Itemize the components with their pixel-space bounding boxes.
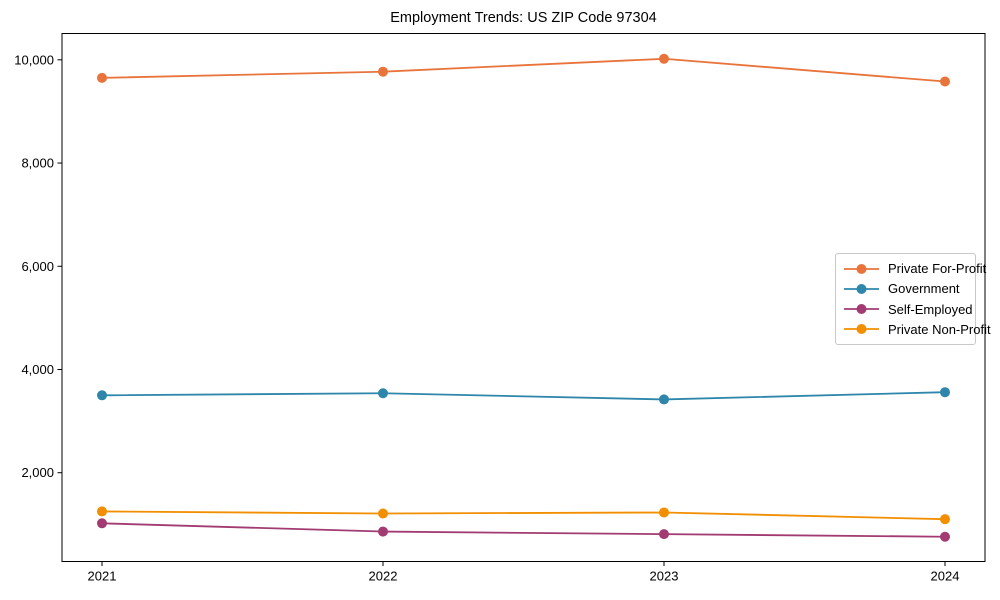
legend-label-private-non-profit: Private Non-Profit <box>888 321 991 337</box>
x-tick-label: 2022 <box>369 569 398 584</box>
data-point <box>378 526 388 537</box>
data-point <box>659 507 669 518</box>
y-tick-label: 4,000 <box>21 362 54 377</box>
x-tick-label: 2021 <box>88 569 117 584</box>
chart-title: Employment Trends: US ZIP Code 97304 <box>390 10 657 26</box>
legend-label-government: Government <box>888 281 960 297</box>
legend-label-self-employed: Self-Employed <box>888 301 973 317</box>
series-government <box>97 387 950 405</box>
data-point <box>97 72 107 83</box>
line-marker-icon <box>844 263 879 274</box>
data-point <box>97 518 107 529</box>
x-tick-label: 2024 <box>931 569 960 584</box>
y-axis: 2,000 4,000 6,000 8,000 10,000 <box>14 52 62 480</box>
data-point <box>659 529 669 540</box>
legend-item-government: Government <box>843 281 968 296</box>
data-point <box>97 390 107 401</box>
x-tick-label: 2023 <box>650 569 679 584</box>
data-point <box>940 514 950 525</box>
series-line <box>101 57 946 83</box>
series-private-non-profit <box>97 506 950 525</box>
data-point <box>97 506 107 517</box>
y-tick-label: 2,000 <box>21 465 54 480</box>
series-line <box>101 391 946 401</box>
data-point <box>940 387 950 398</box>
y-tick-label: 6,000 <box>21 259 54 274</box>
legend: Private For-Profit Government Self-Emplo… <box>835 253 991 345</box>
data-point <box>940 531 950 542</box>
legend-item-private-for-profit: Private For-Profit <box>843 261 986 276</box>
legend-item-self-employed: Self-Employed <box>843 302 973 317</box>
data-point <box>378 388 388 399</box>
series-line <box>101 522 946 538</box>
data-point <box>659 53 669 64</box>
line-marker-icon <box>844 324 879 335</box>
legend-item-private-non-profit: Private Non-Profit <box>843 322 991 337</box>
data-point <box>940 76 950 87</box>
series-private-for-profit <box>97 53 950 87</box>
line-marker-icon <box>844 304 879 315</box>
data-point <box>378 508 388 519</box>
y-tick-label: 8,000 <box>21 156 54 171</box>
series-self-employed <box>97 518 950 542</box>
legend-label-private-for-profit: Private For-Profit <box>888 261 987 277</box>
x-axis: 2021 2022 2023 2024 <box>88 561 960 584</box>
y-tick-label: 10,000 <box>14 52 54 67</box>
data-point <box>378 66 388 77</box>
data-point <box>659 394 669 405</box>
plot-area <box>61 33 986 562</box>
line-marker-icon <box>844 283 879 294</box>
series-line <box>101 510 946 521</box>
